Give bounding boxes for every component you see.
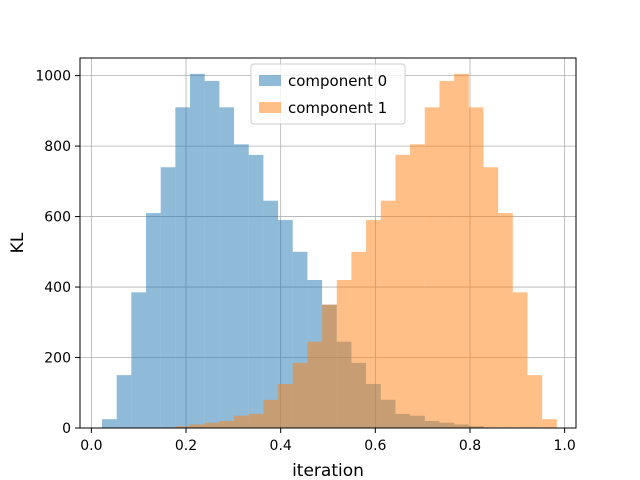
bar-series1-bin-9 (234, 415, 249, 428)
y-tick-label-3: 600 (44, 210, 71, 226)
bar-series0-bin-9 (234, 144, 249, 429)
bar-series1-bin-6 (190, 424, 205, 428)
legend-label-0: component 0 (288, 72, 387, 90)
bar-series1-bin-19 (380, 200, 396, 428)
bar-series1-bin-15 (322, 304, 337, 428)
legend-swatch-0 (259, 75, 281, 86)
y-axis-label: KL (8, 232, 28, 253)
x-axis: 0.0 0.2 0.4 0.6 0.8 1.0 (80, 428, 576, 454)
bar-series0-bin-8 (219, 107, 235, 428)
bar-series1-bin-17 (351, 251, 367, 428)
bar-series0-bin-3 (146, 213, 161, 428)
bar-series1-bin-28 (512, 292, 528, 428)
x-tick-label-2: 0.4 (270, 438, 292, 454)
bar-series1-bin-22 (424, 107, 440, 428)
x-tick-label-5: 1.0 (554, 438, 576, 454)
bar-series1-bin-16 (336, 280, 352, 428)
bar-series0-bin-7 (204, 80, 220, 429)
bar-series1-bin-5 (175, 426, 191, 428)
bar-series0-bin-6 (190, 73, 205, 428)
y-tick-label-2: 400 (44, 280, 71, 296)
bar-series1-bin-7 (204, 422, 220, 428)
bar-series1-bin-21 (410, 144, 425, 429)
bar-series1-bin-13 (292, 362, 308, 428)
legend-box (250, 63, 406, 125)
y-tick-label-4: 800 (44, 139, 71, 155)
bar-series1-bin-14 (307, 341, 323, 428)
bar-series0-bin-0 (102, 419, 117, 428)
bar-series0-bin-5 (175, 107, 191, 428)
x-tick-label-4: 0.8 (459, 438, 481, 454)
bar-series0-bin-10 (248, 154, 264, 428)
histogram-bars (102, 73, 557, 429)
x-tick-label-1: 0.2 (175, 438, 197, 454)
bar-series1-bin-26 (483, 167, 499, 428)
bar-series1-bin-23 (439, 80, 455, 429)
legend-label-1: component 1 (288, 99, 387, 117)
plot-frame (79, 57, 577, 429)
x-tick-label-0: 0.0 (80, 438, 102, 454)
bar-series1-bin-12 (278, 383, 293, 428)
legend-swatch-1 (259, 102, 281, 113)
bar-series1-bin-30 (542, 419, 557, 428)
bar-series1-bin-8 (219, 420, 235, 428)
bar-series1-bin-27 (498, 213, 513, 428)
bar-series1-bin-29 (527, 375, 543, 428)
bar-series0-bin-1 (116, 375, 132, 428)
y-tick-label-1: 200 (44, 351, 71, 367)
legend: component 0 component 1 (250, 63, 406, 125)
bar-series0-bin-12 (278, 220, 293, 428)
bar-series1-bin-24 (454, 73, 469, 428)
bar-series1-bin-20 (395, 154, 411, 428)
bar-series1-bin-10 (248, 413, 264, 428)
bar-series0-bin-2 (131, 292, 147, 428)
bar-series1-bin-25 (468, 107, 484, 428)
y-tick-label-0: 0 (62, 421, 71, 437)
bar-series1-bin-18 (366, 220, 381, 428)
x-axis-label: iteration (292, 461, 364, 480)
y-tick-label-5: 1000 (35, 69, 71, 85)
y-axis: 0 200 400 600 800 1000 (35, 69, 80, 437)
bar-series0-bin-11 (263, 200, 279, 428)
bar-series0-bin-4 (160, 167, 176, 428)
bar-series1-bin-11 (263, 399, 279, 428)
x-tick-label-3: 0.6 (364, 438, 386, 454)
